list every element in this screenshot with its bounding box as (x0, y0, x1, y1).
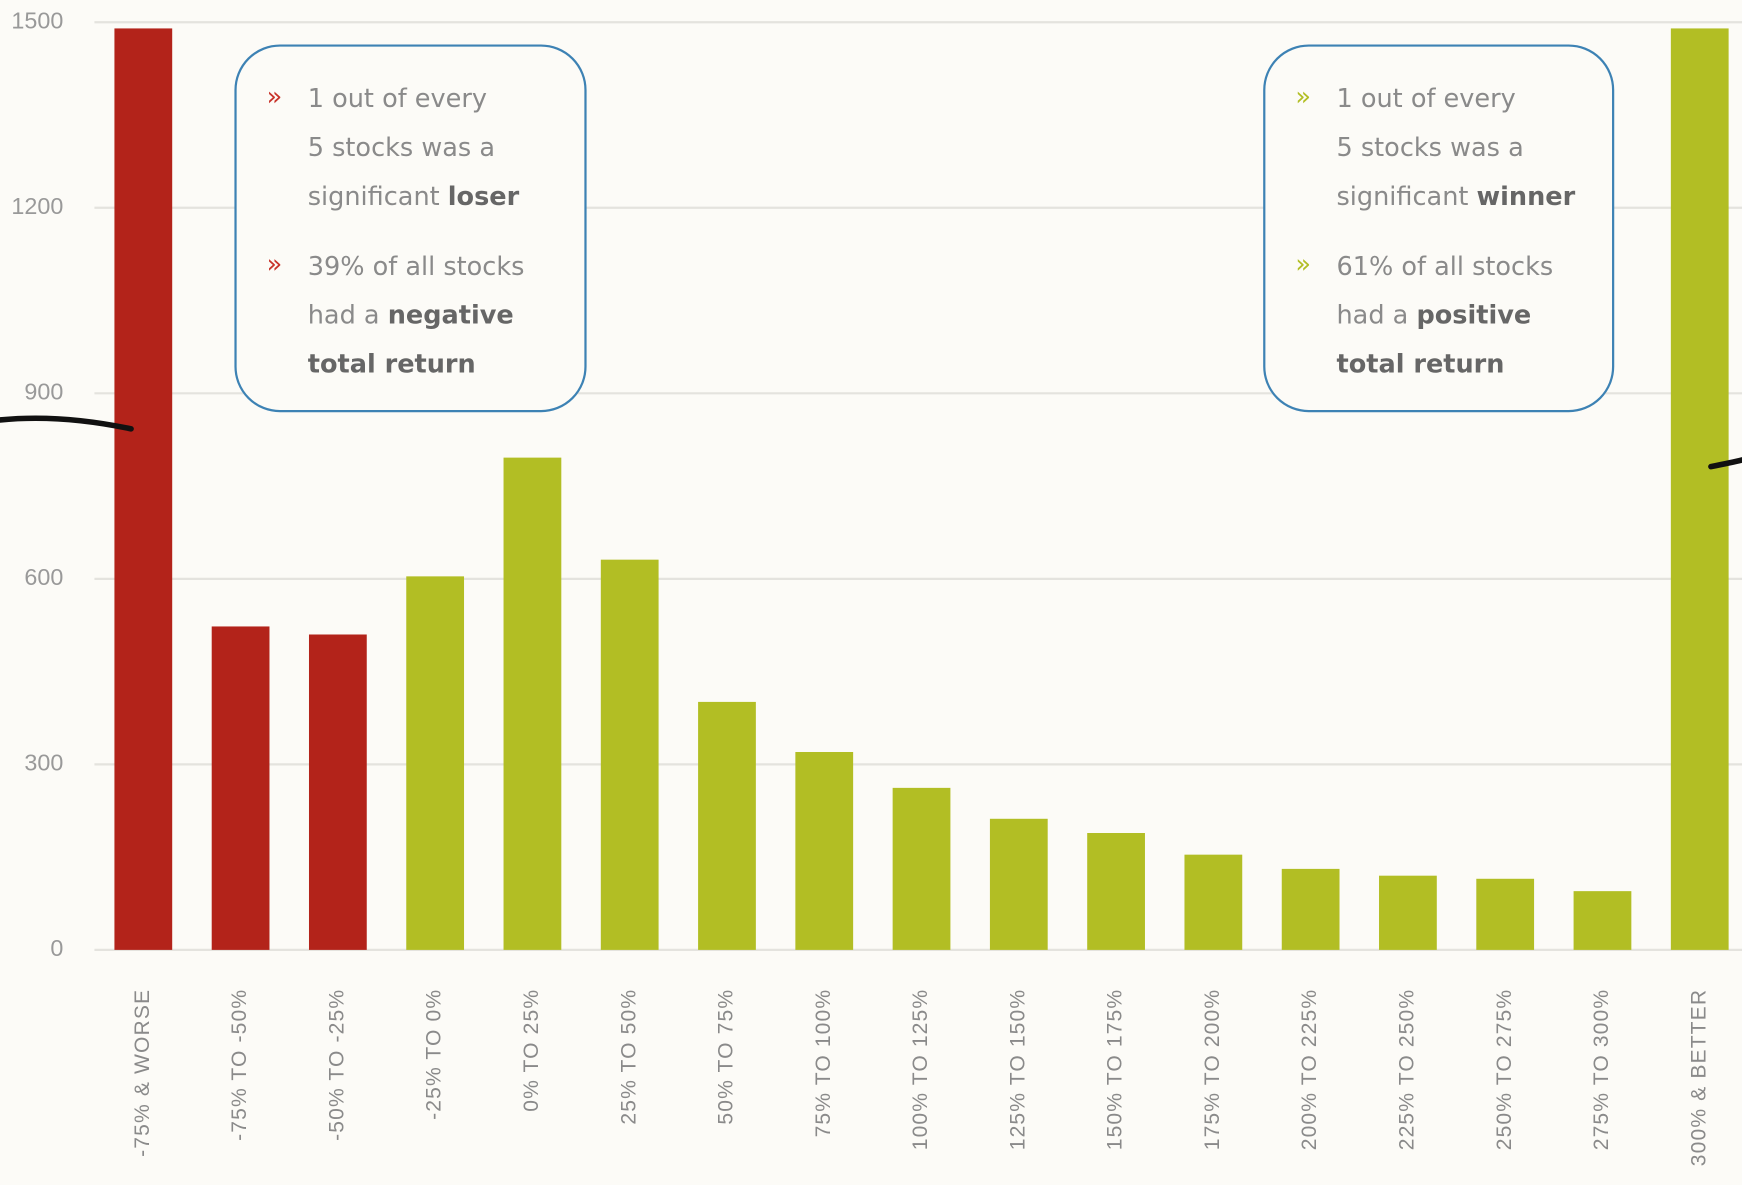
x-tick-label: 25% TO 50% (617, 989, 640, 1125)
bar (989, 818, 1048, 950)
bar (1184, 854, 1243, 950)
annotation-text: had a (1336, 301, 1408, 331)
annotations: » 1 out of every 5 stocks was a significant… (267, 82, 1576, 380)
annotation-line: significant winner (1336, 182, 1575, 212)
bar (308, 634, 367, 950)
y-tick-label: 300 (24, 750, 63, 776)
x-tick-label: 75% TO 100% (812, 989, 835, 1138)
bar (698, 701, 756, 950)
annotation-line: had a positive (1336, 301, 1531, 331)
y-tick-label: 1500 (11, 7, 63, 33)
annotation-text: 61% of all stocks (1336, 252, 1553, 282)
bar (1281, 868, 1340, 950)
y-tick-label: 900 (24, 378, 63, 404)
bar (406, 576, 465, 950)
annotation-line: total return (308, 350, 476, 380)
scribble (0, 415, 134, 432)
x-tick-label: 250% TO 275% (1493, 989, 1516, 1150)
y-tick-label: 1200 (11, 193, 63, 219)
annotation-line: significant loser (308, 182, 520, 212)
bar (892, 787, 951, 950)
x-tick-label: 50% TO 75% (715, 989, 738, 1125)
annotation-line: total return (1336, 350, 1504, 380)
bar (1476, 878, 1535, 950)
bar (1573, 891, 1632, 950)
annotation-line: 1 out of every (1336, 84, 1515, 114)
annotation-text: total return (308, 350, 476, 380)
x-tick-label: 175% TO 200% (1201, 989, 1224, 1150)
x-tick-label: 0% TO 25% (520, 989, 543, 1112)
bar (503, 457, 562, 950)
annotation-text: 5 stocks was a (1336, 133, 1523, 163)
y-tick-label: 0 (50, 935, 63, 961)
annotation-text: significant (1336, 182, 1468, 212)
annotation-line: 39% of all stocks (308, 252, 525, 282)
annotation-text: 1 out of every (308, 84, 487, 114)
x-tick-label: -50% TO -25% (325, 989, 348, 1141)
bullet-mark: » (267, 82, 283, 112)
bullet-mark: » (267, 250, 283, 280)
x-tick-label: 225% TO 250% (1395, 989, 1418, 1150)
bar (1087, 833, 1145, 950)
annotation-box (234, 44, 587, 413)
annotation-line: 1 out of every (308, 84, 487, 114)
annotation-text: had a (308, 301, 380, 331)
bar (211, 626, 270, 950)
annotation-text: 39% of all stocks (308, 252, 525, 282)
annotation-text: 1 out of every (1336, 84, 1515, 114)
x-tick-label: -75% TO -50% (228, 989, 251, 1141)
x-tick-label: 150% TO 175% (1104, 989, 1127, 1150)
bars: -75% & WORSE -75% TO -50% -50% TO -25% -25%… (114, 28, 1729, 1166)
annotation-text: positive (1416, 301, 1531, 331)
bar (600, 559, 659, 950)
x-tick-label: 200% TO 225% (1298, 989, 1321, 1150)
x-tick-label: -25% TO 0% (423, 989, 446, 1120)
scribble (1708, 457, 1742, 470)
annotation-line: 61% of all stocks (1336, 252, 1553, 282)
annotation-line: 5 stocks was a (308, 133, 495, 163)
annotation-text: significant (308, 182, 440, 212)
annotation-line: had a negative (308, 301, 514, 331)
bar (1670, 28, 1729, 950)
annotation-text: loser (448, 182, 520, 212)
x-tick-label: -75% & WORSE (131, 989, 154, 1157)
y-tick-label: 600 (24, 564, 63, 590)
bullet-mark: » (1295, 250, 1311, 280)
x-tick-label: 100% TO 125% (909, 989, 932, 1150)
bullet-mark: » (1295, 82, 1311, 112)
bar (1379, 875, 1437, 950)
x-tick-label: 275% TO 300% (1590, 989, 1613, 1150)
x-tick-label: 300% & BETTER (1687, 989, 1710, 1166)
bar (114, 28, 173, 950)
bar (795, 751, 854, 950)
annotation-text: winner (1477, 182, 1576, 212)
annotation-text: total return (1336, 350, 1504, 380)
annotation-text: 5 stocks was a (308, 133, 495, 163)
annotation-text: negative (388, 301, 514, 331)
annotation-line: 5 stocks was a (1336, 133, 1523, 163)
annotation-box (1263, 44, 1615, 413)
x-tick-label: 125% TO 150% (1006, 989, 1029, 1150)
